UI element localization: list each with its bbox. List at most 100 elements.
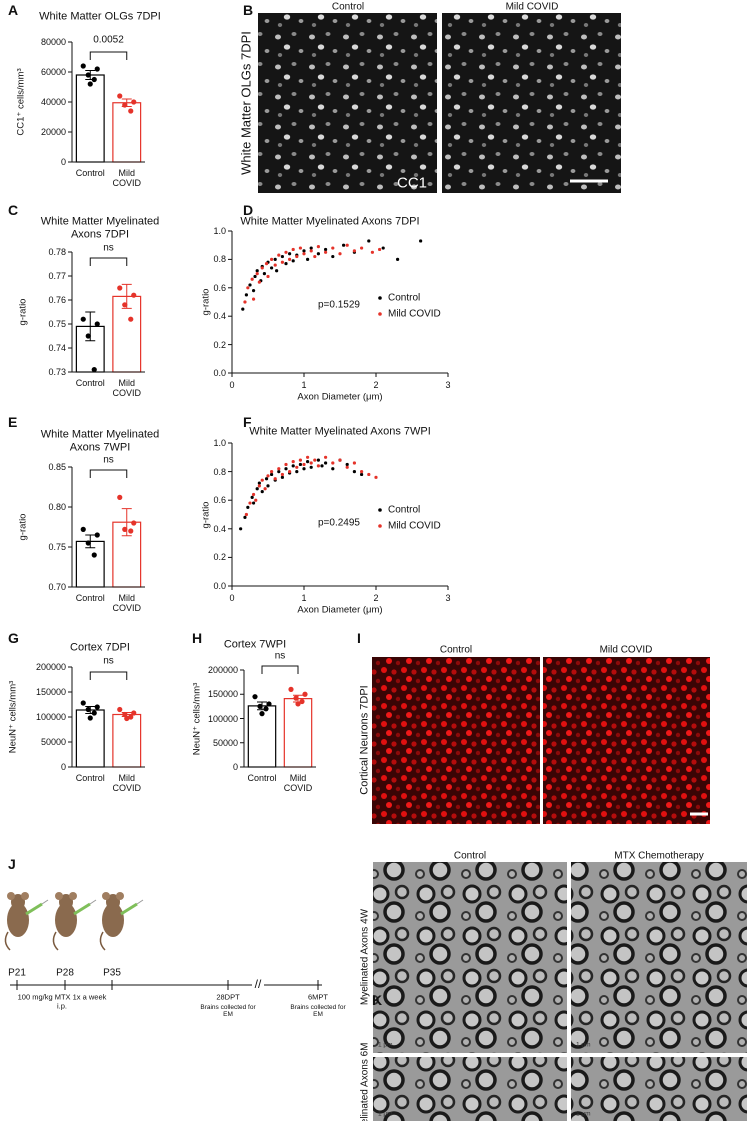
data-point [250, 277, 254, 281]
panel-label: G [8, 629, 19, 646]
chart-title: White Matter Myelinated Axons 7WPI [249, 425, 431, 438]
axis-break: // [254, 977, 262, 992]
data-point [374, 475, 378, 479]
data-point [255, 269, 259, 273]
data-point [331, 461, 335, 465]
data-point [241, 307, 245, 311]
y-axis-label: g-ratio [17, 513, 29, 541]
route-label: i.p. [56, 1001, 68, 1011]
legend-swatch [378, 508, 382, 512]
legend-label: Control [388, 504, 421, 516]
stain-label: CC1 [396, 174, 428, 192]
panel-label: K [372, 991, 383, 1008]
data-point [122, 526, 128, 533]
y-axis-label: g-ratio [17, 298, 29, 326]
data-point [85, 706, 91, 713]
x-axis-label: Axon Diameter (μm) [297, 604, 383, 616]
data-point [270, 472, 274, 477]
data-point [252, 492, 256, 497]
micrograph [373, 1057, 567, 1121]
y-tick-label: 0.75 [48, 318, 66, 329]
y-tick-label: 0.73 [48, 366, 66, 377]
data-point [302, 467, 306, 471]
data-point [117, 706, 123, 713]
y-tick-label: 0 [232, 761, 238, 772]
data-point [273, 477, 277, 481]
data-point [309, 246, 313, 250]
data-point [284, 462, 288, 467]
x-tick-label: Control [75, 168, 105, 178]
y-tick-label: 0.4 [213, 311, 226, 322]
data-point [277, 470, 281, 474]
data-point [117, 93, 123, 99]
data-point [80, 63, 86, 69]
data-point [270, 257, 274, 261]
mouse-icon [51, 890, 98, 952]
data-point [291, 459, 295, 464]
data-point [266, 274, 270, 279]
micrograph [372, 657, 540, 824]
column-label: Mild COVID [505, 1, 559, 13]
bar [283, 698, 313, 768]
timepoint-note: Brains collected for EM [290, 1004, 346, 1019]
data-point [360, 472, 364, 477]
y-tick-label: 0.85 [48, 461, 66, 472]
data-point [246, 505, 250, 509]
data-point [306, 459, 310, 464]
data-point [309, 461, 313, 465]
scale-label: 1 μm [576, 1110, 591, 1118]
data-point [284, 250, 288, 254]
panel-label: J [8, 855, 16, 872]
data-point [396, 257, 400, 261]
micrograph [442, 13, 621, 193]
y-tick-label: 80000 [40, 36, 66, 47]
x-tick-label: Mild COVID [112, 593, 141, 614]
significance-bracket [89, 257, 128, 266]
data-point [131, 710, 137, 716]
y-tick-label: 0.2 [213, 552, 226, 563]
x-tick-label: 3 [445, 379, 451, 390]
y-tick-label: 0.76 [48, 294, 66, 305]
data-point [352, 249, 356, 253]
data-point [264, 262, 269, 266]
y-tick-label: 0.6 [213, 282, 226, 293]
y-tick-label: 100000 [207, 713, 238, 724]
annotation: 0.0052 [93, 34, 124, 46]
row-label: Myelinated Axons 4W [359, 908, 371, 1006]
panel-label: I [357, 629, 361, 646]
legend-label: Control [388, 292, 421, 304]
x-tick-label: Control [75, 593, 105, 603]
x-tick-label: 2 [373, 379, 379, 390]
data-point [298, 462, 302, 467]
x-axis-label: Axon Diameter (μm) [297, 391, 383, 403]
data-point [367, 239, 371, 243]
x-tick-label: 0 [229, 592, 235, 603]
micrograph [571, 862, 747, 1053]
data-point [295, 254, 299, 259]
chart-title: Cortex 7DPI [70, 641, 130, 654]
row-label: Cortical Neurons 7DPI [358, 685, 371, 795]
data-point [313, 458, 317, 462]
data-point [253, 274, 257, 279]
data-point [280, 260, 284, 264]
panel-label: A [8, 1, 19, 18]
data-point [252, 289, 256, 293]
y-tick-label: 50000 [212, 737, 238, 748]
significance-bracket [89, 51, 128, 60]
age-label: P28 [56, 967, 74, 979]
annotation: ns [274, 650, 286, 662]
data-point [80, 700, 86, 706]
y-tick-label: 0.2 [213, 339, 226, 350]
data-point [243, 515, 247, 519]
data-point [264, 477, 269, 481]
data-point [338, 458, 342, 462]
data-point [331, 254, 335, 259]
y-tick-label: 0.0 [213, 580, 226, 591]
data-point [302, 691, 308, 697]
data-point [260, 490, 264, 494]
y-tick-label: 0.4 [213, 523, 226, 534]
y-axis-label: NeuN⁺ cells/mm³ [7, 680, 19, 754]
age-label: P21 [8, 967, 26, 979]
data-point [280, 475, 284, 479]
data-point [360, 470, 364, 474]
